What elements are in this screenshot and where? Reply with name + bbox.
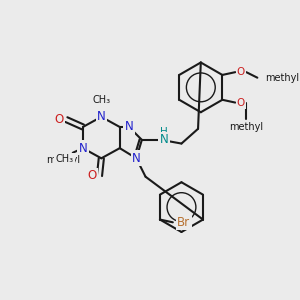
Text: N: N bbox=[97, 110, 106, 123]
Text: methyl: methyl bbox=[229, 122, 263, 131]
Text: methyl: methyl bbox=[265, 73, 299, 83]
Text: N: N bbox=[124, 121, 133, 134]
Text: N: N bbox=[160, 134, 168, 146]
Text: Br: Br bbox=[177, 216, 190, 229]
Text: methyl: methyl bbox=[46, 155, 81, 165]
Text: O: O bbox=[237, 98, 245, 108]
Text: H: H bbox=[160, 127, 168, 136]
Text: N: N bbox=[79, 142, 87, 155]
Text: O: O bbox=[237, 67, 245, 77]
Text: N: N bbox=[132, 152, 141, 165]
Text: CH₃: CH₃ bbox=[56, 154, 74, 164]
Text: O: O bbox=[88, 169, 97, 182]
Text: O: O bbox=[54, 113, 64, 126]
Text: CH₃: CH₃ bbox=[92, 95, 110, 105]
